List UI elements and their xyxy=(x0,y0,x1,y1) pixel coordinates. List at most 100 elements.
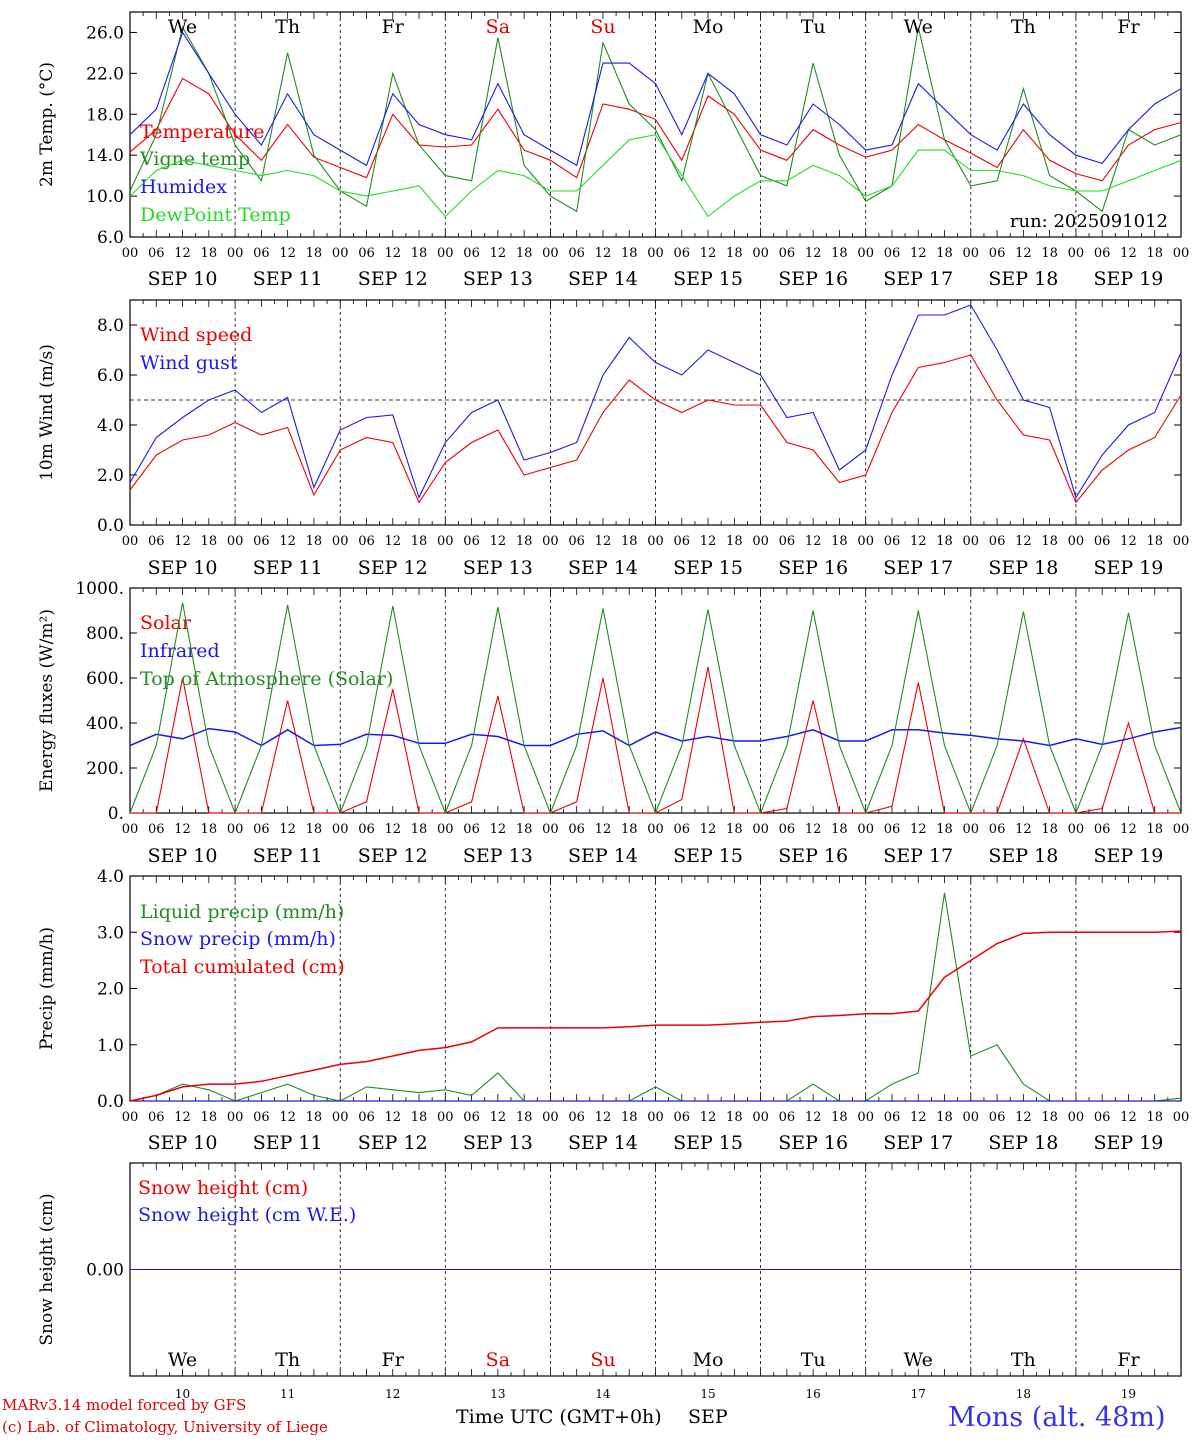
hour-tick-label: 00 xyxy=(542,534,559,549)
hour-tick-label: 00 xyxy=(332,822,349,837)
hour-tick-label: 18 xyxy=(831,1110,848,1125)
hour-tick-label: 06 xyxy=(253,822,270,837)
hour-tick-label: 18 xyxy=(411,246,428,261)
hour-tick-label: 18 xyxy=(936,1110,953,1125)
hour-tick-label: 06 xyxy=(779,822,796,837)
y-tick-label: 0.0 xyxy=(97,516,124,536)
hour-tick-label: 00 xyxy=(227,822,244,837)
hour-tick-label: 00 xyxy=(857,534,874,549)
hour-tick-label: 18 xyxy=(1146,534,1163,549)
legend-entry: Solar xyxy=(140,612,192,634)
hour-tick-label: 12 xyxy=(384,246,401,261)
date-label: SEP 12 xyxy=(358,557,428,579)
hour-tick-label: 12 xyxy=(1120,822,1137,837)
hour-tick-label: 12 xyxy=(595,534,612,549)
hour-tick-label: 00 xyxy=(1173,822,1190,837)
hour-tick-label: 18 xyxy=(1041,822,1058,837)
time-axis-label: Time UTC (GMT+0h) xyxy=(456,1406,662,1428)
bottom-day-number: 14 xyxy=(595,1387,611,1401)
date-label: SEP 13 xyxy=(463,1132,533,1154)
y-tick-label: 1.0 xyxy=(97,1036,124,1056)
hour-tick-label: 18 xyxy=(201,246,218,261)
legend-entry: Top of Atmosphere (Solar) xyxy=(140,668,393,690)
hour-tick-label: 00 xyxy=(437,1110,454,1125)
bottom-day-number: 12 xyxy=(385,1387,400,1401)
hour-tick-label: 12 xyxy=(595,1110,612,1125)
legend-entry: Wind speed xyxy=(140,324,252,346)
run-annotation: run: 2025091012 xyxy=(1010,211,1168,232)
date-label: SEP 19 xyxy=(1094,557,1164,579)
legend-entry: Vigne temp xyxy=(139,148,250,170)
hour-tick-label: 18 xyxy=(516,1110,533,1125)
hour-tick-label: 06 xyxy=(1094,1110,1111,1125)
y-tick-label: 0.00 xyxy=(86,1261,124,1281)
hour-tick-label: 18 xyxy=(1146,822,1163,837)
hour-tick-label: 06 xyxy=(463,246,480,261)
hour-tick-label: 00 xyxy=(437,534,454,549)
hour-tick-label: 00 xyxy=(227,246,244,261)
hour-tick-label: 00 xyxy=(542,246,559,261)
hour-tick-label: 12 xyxy=(805,1110,822,1125)
hour-tick-label: 06 xyxy=(674,534,691,549)
date-label: SEP 10 xyxy=(148,557,218,579)
hour-tick-label: 12 xyxy=(910,534,927,549)
y-tick-label: 22.0 xyxy=(86,64,124,84)
date-label: SEP 15 xyxy=(673,845,743,867)
legend-entry: Snow height (cm) xyxy=(138,1177,308,1199)
hour-tick-label: 06 xyxy=(148,534,165,549)
hour-tick-label: 18 xyxy=(726,534,743,549)
date-label: SEP 12 xyxy=(358,845,428,867)
date-label: SEP 16 xyxy=(778,845,848,867)
hour-tick-label: 06 xyxy=(358,246,375,261)
y-axis-title: Snow height (cm) xyxy=(37,1193,57,1345)
bottom-day-number: 11 xyxy=(280,1387,295,1401)
hour-tick-label: 18 xyxy=(831,822,848,837)
hour-tick-label: 06 xyxy=(884,1110,901,1125)
day-of-week-label: Tu xyxy=(801,16,826,38)
hour-tick-label: 12 xyxy=(910,246,927,261)
month-label: SEP xyxy=(688,1406,728,1428)
hour-tick-label: 06 xyxy=(358,1110,375,1125)
hour-tick-label: 12 xyxy=(384,1110,401,1125)
day-of-week-label: We xyxy=(168,16,197,38)
hour-tick-label: 06 xyxy=(674,1110,691,1125)
hour-tick-label: 12 xyxy=(279,534,296,549)
date-label: SEP 11 xyxy=(253,557,323,579)
hour-tick-label: 06 xyxy=(148,822,165,837)
legend-entry: Snow height (cm W.E.) xyxy=(138,1204,356,1226)
hour-tick-label: 06 xyxy=(884,534,901,549)
date-label: SEP 19 xyxy=(1094,268,1164,290)
hour-tick-label: 00 xyxy=(1068,534,1085,549)
hour-tick-label: 18 xyxy=(621,246,638,261)
date-label: SEP 14 xyxy=(568,1132,638,1154)
y-tick-label: 18.0 xyxy=(86,105,124,125)
hour-tick-label: 06 xyxy=(568,534,585,549)
legend-entry: Infrared xyxy=(140,640,220,662)
hour-tick-label: 00 xyxy=(647,534,664,549)
bottom-day-of-week-label: Fr xyxy=(382,1349,405,1371)
hour-tick-label: 00 xyxy=(227,1110,244,1125)
date-label: SEP 18 xyxy=(988,845,1058,867)
hour-tick-label: 12 xyxy=(805,534,822,549)
y-tick-label: 600. xyxy=(86,669,124,689)
hour-tick-label: 12 xyxy=(490,534,507,549)
hour-tick-label: 12 xyxy=(279,822,296,837)
bottom-day-number: 19 xyxy=(1121,1387,1136,1401)
date-label: SEP 15 xyxy=(673,557,743,579)
hour-tick-label: 00 xyxy=(122,822,139,837)
date-label: SEP 13 xyxy=(463,845,533,867)
y-tick-label: 8.0 xyxy=(97,316,124,336)
hour-tick-label: 12 xyxy=(174,822,191,837)
y-axis-title: Energy fluxes (W/m²) xyxy=(37,609,57,792)
hour-tick-label: 18 xyxy=(621,534,638,549)
hour-tick-label: 06 xyxy=(253,534,270,549)
hour-tick-label: 18 xyxy=(306,246,323,261)
date-label: SEP 11 xyxy=(253,1132,323,1154)
hour-tick-label: 00 xyxy=(752,822,769,837)
hour-tick-label: 12 xyxy=(700,822,717,837)
y-tick-label: 1000. xyxy=(75,579,124,599)
date-label: SEP 18 xyxy=(988,268,1058,290)
date-label: SEP 10 xyxy=(148,845,218,867)
y-tick-label: 4.0 xyxy=(97,867,124,887)
